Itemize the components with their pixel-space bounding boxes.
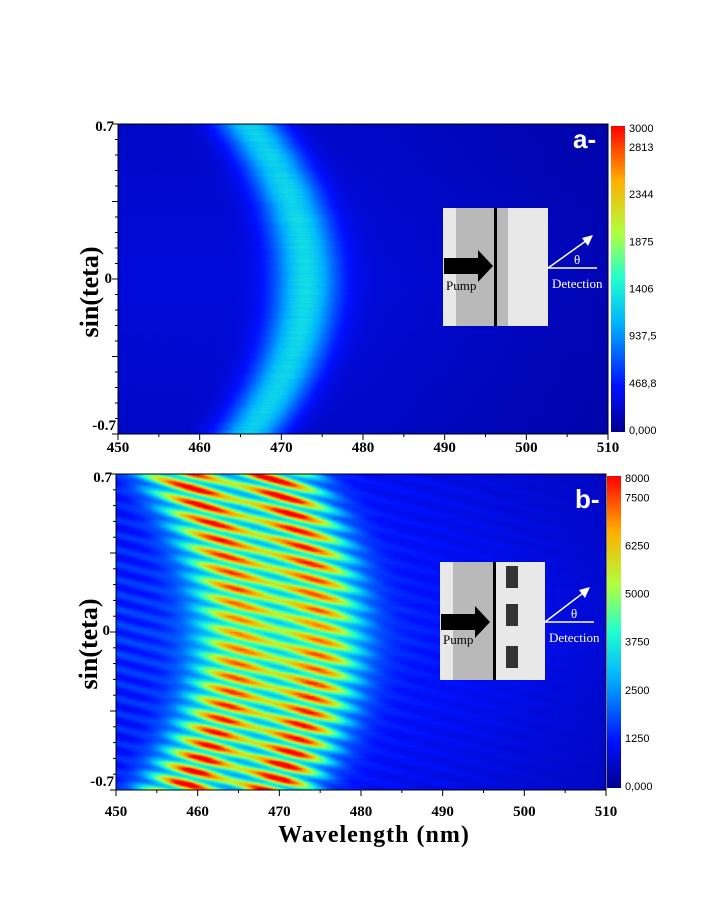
detection-label-b: Detection [549, 630, 600, 645]
colorbar-a-tick-label: 1875 [629, 236, 653, 248]
y-axis-ticks-b [110, 473, 116, 791]
x-axis-b-tick-label: 500 [513, 804, 536, 820]
pump-label-b: Pump [443, 632, 473, 647]
x-axis-b-tick-label: 490 [431, 804, 454, 820]
inset-diagram-b: Pump θ Detection [440, 562, 600, 680]
x-axis-label: Wavelength (nm) [278, 822, 470, 848]
colorbar-a-tick-label: 2813 [629, 142, 653, 154]
detection-arrowhead-b [579, 587, 590, 598]
y-tick-b-bottom: -0.7 [90, 774, 114, 790]
x-axis-a-tick-label: 460 [188, 440, 211, 456]
x-axis-b-tick-label: 470 [268, 804, 291, 820]
pump-label-a: Pump [446, 278, 476, 293]
y-axis-ticks-a [112, 123, 118, 435]
x-axis-b: 450 460 470 480 490 500 510 [105, 790, 618, 820]
detection-label-a: Detection [552, 276, 603, 291]
colorbar-a-tick-label: 1406 [629, 283, 653, 295]
inset-diagram-a: Pump θ Detection [443, 208, 603, 326]
colorbar-a-tick-label: 468,8 [629, 378, 657, 390]
y-axis-label-b: sin(teta) [74, 599, 103, 690]
y-tick-a-mid: 0 [105, 271, 113, 287]
y-axis-label-a: sin(teta) [75, 247, 104, 338]
colorbar-b-tick-label: 6250 [625, 540, 649, 552]
x-axis-b-tick-label: 460 [186, 804, 209, 820]
inset-grating-1 [506, 566, 518, 588]
colorbar-a-tick-label: 3000 [629, 123, 653, 135]
colorbar-b-tick-label: 5000 [625, 589, 649, 601]
panel-label-a: a- [573, 124, 596, 154]
inset-grating-3 [506, 646, 518, 668]
x-axis-a: 450 460 470 480 490 500 510 [107, 434, 620, 456]
detection-arrow-icon-a [547, 237, 591, 269]
x-axis-a-tick-label: 450 [107, 440, 130, 456]
colorbar-ticks-a: 3000 2813 2344 1875 1406 937,5 468,8 0,000 [629, 123, 657, 437]
colorbar-a-tick-label: 2344 [629, 189, 653, 201]
pump-arrow-icon-b [441, 606, 490, 638]
colorbar-ticks-b: 8000 7500 6250 5000 3750 2500 1250 0,000 [625, 473, 653, 793]
y-tick-b-top: 0.7 [93, 470, 112, 486]
colorbar-b-tick-label: 8000 [625, 473, 649, 485]
x-axis-a-tick-label: 500 [515, 440, 538, 456]
pump-arrow-icon-a [444, 250, 493, 282]
panel-b: 0.7 0 -0.7 sin(teta) b- Pump θ Detection… [74, 470, 653, 793]
x-axis-b-tick-label: 450 [105, 804, 128, 820]
colorbar-b-tick-label: 7500 [625, 492, 649, 504]
y-tick-b-mid: 0 [103, 623, 111, 639]
panel-a: 0.7 0 -0.7 sin(teta) a- Pump θ Detection… [75, 119, 657, 437]
x-axis-a-tick-label: 490 [433, 440, 456, 456]
colorbar-b [607, 476, 621, 788]
y-tick-a-bottom: -0.7 [92, 418, 116, 434]
angle-label-b: θ [571, 606, 577, 621]
colorbar-b-tick-label: 2500 [625, 685, 649, 697]
detection-arrowhead-a [582, 235, 593, 246]
inset-grating-2 [506, 604, 518, 626]
panel-label-b: b- [575, 484, 600, 514]
detection-arrow-icon-b [544, 589, 588, 623]
x-axis-a-tick-label: 480 [352, 440, 375, 456]
x-axis-a-tick-label: 470 [270, 440, 293, 456]
colorbar-a-tick-label: 0,000 [629, 425, 657, 437]
colorbar-b-tick-label: 0,000 [625, 781, 653, 793]
x-axis-a-tick-label: 510 [597, 440, 620, 456]
inset-active-line-b [493, 562, 496, 680]
y-tick-a-top: 0.7 [95, 119, 114, 135]
angle-label-a: θ [574, 252, 580, 267]
colorbar-b-tick-label: 1250 [625, 733, 649, 745]
colorbar-b-tick-label: 3750 [625, 637, 649, 649]
x-axis-b-tick-label: 510 [595, 804, 618, 820]
inset-active-line-a [494, 208, 497, 326]
colorbar-a [611, 126, 625, 432]
x-axis-b-tick-label: 480 [350, 804, 373, 820]
colorbar-a-tick-label: 937,5 [629, 331, 657, 343]
